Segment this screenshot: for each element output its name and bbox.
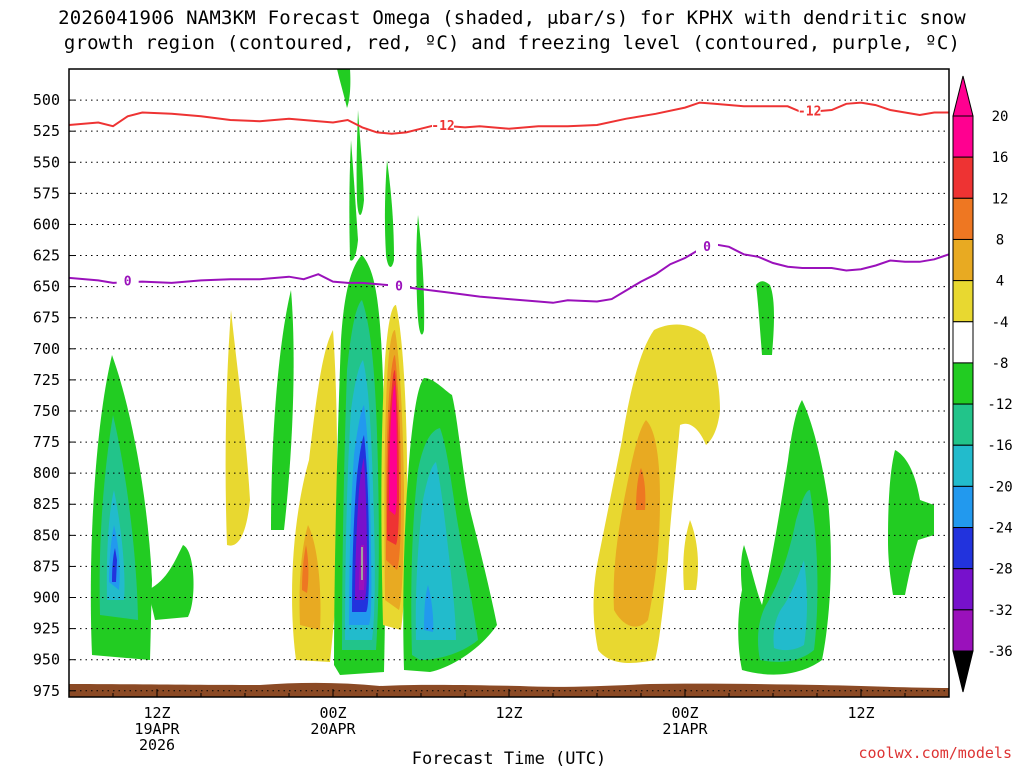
- colorbar-label: -28: [987, 562, 1012, 578]
- colorbar-swatch: [952, 403, 974, 446]
- x-tick-label: 12Z: [495, 704, 522, 722]
- omega-region-21z20apr-sinking: [593, 324, 720, 663]
- y-tick-label: 600: [33, 215, 60, 233]
- y-tick-label: 550: [33, 153, 60, 171]
- colorbar-swatch: [952, 238, 974, 282]
- y-tick-label: 975: [33, 682, 60, 700]
- chart-title-line-1: 2026041906 NAM3KM Forecast Omega (shaded…: [58, 7, 966, 29]
- colorbar-label: 8: [996, 232, 1004, 248]
- colorbar: 20 16 12 8 4 -4 -8 -12 -16 -20 -24 -28 -32 -36: [952, 75, 1013, 693]
- y-tick-label: 675: [33, 309, 60, 327]
- colorbar-label: -12: [987, 397, 1012, 413]
- y-tick-label: 900: [33, 589, 60, 607]
- y-tick-label: 800: [33, 464, 60, 482]
- colorbar-swatch: [952, 362, 974, 405]
- x-tick-label: 12Z: [847, 704, 874, 722]
- freezing-level-contour-0c: [69, 243, 949, 304]
- y-tick-label: 825: [33, 495, 60, 513]
- colorbar-bottom-arrow: [952, 650, 974, 693]
- colorbar-swatch: [952, 527, 974, 570]
- colorbar-label: 4: [996, 274, 1004, 290]
- y-tick-label: 850: [33, 526, 60, 544]
- contour-label-zero-bg: [388, 278, 410, 293]
- contour-label-minus12-bg: [798, 103, 821, 118]
- credit-text: coolwx.com/models: [858, 744, 1012, 762]
- x-tick-label: 19APR: [134, 720, 180, 738]
- colorbar-swatch: [952, 444, 974, 487]
- y-tick-label: 650: [33, 278, 60, 296]
- colorbar-label: 16: [992, 150, 1009, 166]
- pressure-gridlines: [69, 99, 949, 692]
- contour-label-zero: 0: [395, 280, 403, 295]
- colorbar-label: 12: [992, 191, 1009, 207]
- contour-label-zero-bg: [696, 238, 718, 253]
- colorbar-swatch: [952, 609, 974, 652]
- x-tick-label: 2026: [139, 736, 175, 754]
- x-tick-label: 00Z: [319, 704, 346, 722]
- x-axis-label: Forecast Time (UTC): [412, 749, 606, 768]
- y-tick-label: 575: [33, 184, 60, 202]
- contour-label-zero-bg: [116, 273, 139, 288]
- colorbar-label: -4: [992, 315, 1009, 331]
- omega-region-upper-streaks: [337, 69, 425, 335]
- contour-label-zero: 0: [703, 240, 711, 255]
- colorbar-label: -8: [992, 356, 1009, 372]
- x-tick-label: 00Z: [671, 704, 698, 722]
- y-tick-label: 525: [33, 122, 60, 140]
- omega-region-00z20apr-sinking: [381, 305, 408, 630]
- colorbar-swatch: [952, 280, 974, 323]
- y-axis: 500 525 550 575 600 625 650 675 700 725 750 775 800 8…: [33, 91, 75, 700]
- y-tick-label: 950: [33, 651, 60, 669]
- colorbar-swatch: [952, 485, 974, 529]
- dendritic-growth-contour-minus12: [69, 101, 949, 135]
- contour-label-minus12-bg: [432, 118, 454, 133]
- colorbar-label: -20: [987, 479, 1012, 495]
- colorbar-swatch: [952, 321, 974, 364]
- chart-title-line-2: growth region (contoured, red, ºC) and f…: [63, 32, 961, 54]
- y-tick-label: 775: [33, 433, 60, 451]
- colorbar-swatch: [952, 115, 974, 158]
- colorbar-label: -36: [987, 644, 1012, 660]
- y-tick-label: 725: [33, 371, 60, 389]
- colorbar-label: -32: [987, 603, 1012, 619]
- contour-label-zero: 0: [124, 275, 132, 290]
- x-tick-label: 12Z: [143, 704, 170, 722]
- y-tick-label: 625: [33, 247, 60, 265]
- omega-region-06z21apr-rising: [738, 281, 934, 675]
- colorbar-swatch: [952, 156, 974, 199]
- colorbar-top-arrow: [952, 75, 974, 117]
- contour-label-minus12: -12: [798, 104, 821, 119]
- colorbar-swatch: [952, 568, 974, 611]
- colorbar-swatch: [952, 197, 974, 240]
- contour-label-minus12: -12: [431, 119, 454, 134]
- y-tick-label: 875: [33, 557, 60, 575]
- y-tick-label: 750: [33, 402, 60, 420]
- omega-shading: [69, 69, 949, 697]
- omega-region-sinking-19apr: [225, 290, 294, 546]
- omega-region-12z19apr: [90, 355, 194, 660]
- colorbar-label: 20: [992, 109, 1009, 125]
- x-tick-label: 20APR: [310, 720, 356, 738]
- omega-region-00z20apr-rising: [334, 255, 386, 675]
- omega-region-00z20apr-sinking-west: [292, 330, 338, 662]
- colorbar-label: -16: [987, 438, 1012, 454]
- omega-region-03z20apr-rising: [403, 378, 497, 672]
- x-tick-label: 21APR: [662, 720, 708, 738]
- y-tick-label: 500: [33, 91, 60, 109]
- y-tick-label: 700: [33, 340, 60, 358]
- colorbar-label: -24: [987, 521, 1012, 537]
- y-tick-label: 925: [33, 620, 60, 638]
